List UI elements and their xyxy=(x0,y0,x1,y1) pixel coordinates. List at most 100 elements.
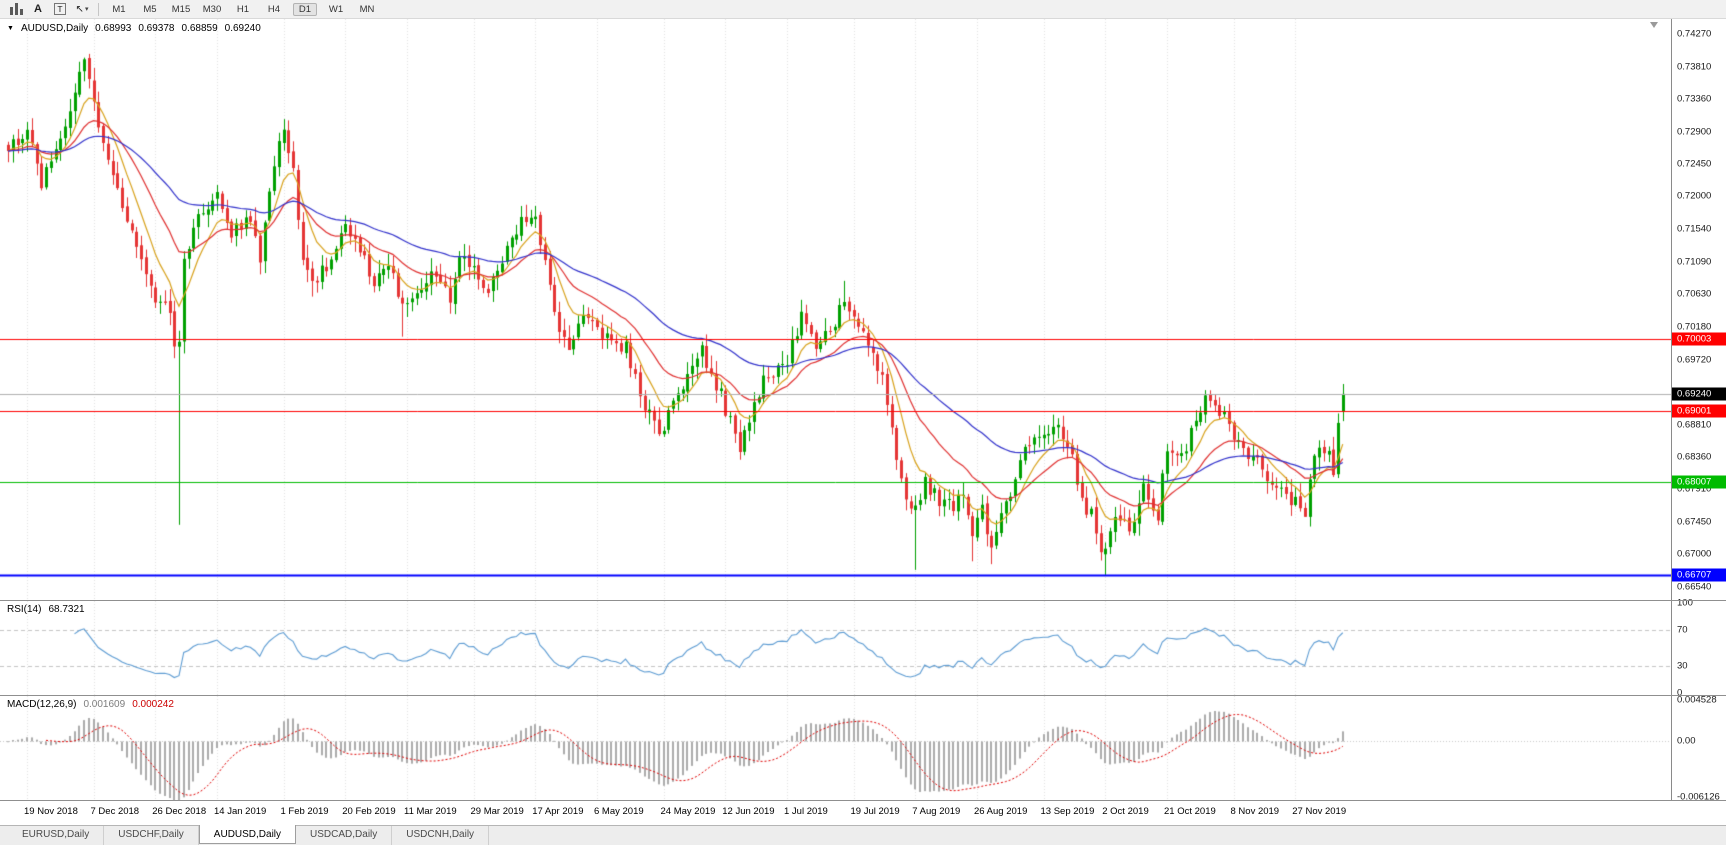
timeframe-button-M30[interactable]: M30 xyxy=(202,3,222,15)
price-axis-tick: 0.73360 xyxy=(1677,93,1712,105)
timeframe-button-M1[interactable]: M1 xyxy=(112,3,126,15)
timeframe-group: M1 M5 M15 M30 H1 H4 D1 W1 MN xyxy=(107,2,379,16)
timeframe-button-M5[interactable]: M5 xyxy=(143,3,157,15)
time-axis-label: 13 Sep 2019 xyxy=(1040,806,1095,817)
time-axis-label: 14 Jan 2019 xyxy=(214,806,267,817)
macd-axis-tick: 0.004528 xyxy=(1677,694,1717,706)
current-price-label: 0.69240 xyxy=(1672,387,1726,401)
toolbar: A T ↖ ▾ M1 M5 M15 M30 H1 H4 D1 W1 MN xyxy=(0,0,1726,19)
macd-axis-tick: -0.006126 xyxy=(1677,791,1720,803)
price-axis-tick: 0.67450 xyxy=(1677,516,1712,528)
letter-t-icon: T xyxy=(54,3,66,15)
timeframe-button-H1[interactable]: H1 xyxy=(236,3,250,15)
price-axis-tick: 0.72450 xyxy=(1677,158,1712,170)
main-chart-canvas[interactable] xyxy=(0,19,1671,600)
price-axis-tick: 0.72000 xyxy=(1677,190,1712,202)
panel-separator-rsi-macd[interactable] xyxy=(0,695,1726,696)
time-axis-label: 2 Oct 2019 xyxy=(1102,806,1149,817)
price-axis-tick: 0.69720 xyxy=(1677,354,1712,366)
rsi-panel: RSI(14) 68.7321 xyxy=(0,601,1726,695)
rsi-axis-tick: 100 xyxy=(1677,597,1693,609)
chart-shift-marker[interactable] xyxy=(1650,22,1658,28)
time-axis-label: 17 Apr 2019 xyxy=(532,806,584,817)
price-axis-tick: 0.70630 xyxy=(1677,288,1712,300)
rsi-name: RSI(14) xyxy=(7,604,42,615)
toolbar-separator xyxy=(98,2,99,16)
chart-tab-USDCNH[interactable]: USDCNH,Daily xyxy=(392,826,490,845)
chart-type-button[interactable] xyxy=(5,2,27,17)
rsi-axis-tick: 70 xyxy=(1677,624,1688,636)
time-axis-label: 1 Feb 2019 xyxy=(280,806,329,817)
panel-separator-macd-timeaxis xyxy=(0,800,1726,801)
timeframe-button-M15[interactable]: M15 xyxy=(171,3,191,15)
timeframe-button-MN[interactable]: MN xyxy=(359,3,375,15)
price-axis-tick: 0.74270 xyxy=(1677,28,1712,40)
time-axis-label: 26 Aug 2019 xyxy=(974,806,1028,817)
letter-a-icon: A xyxy=(34,3,42,15)
time-axis-label: 19 Nov 2018 xyxy=(24,806,78,817)
price-axis-tick: 0.71090 xyxy=(1677,256,1712,268)
price-axis-tick: 0.73810 xyxy=(1677,61,1712,73)
time-axis-label: 24 May 2019 xyxy=(660,806,716,817)
close-value: 0.69240 xyxy=(224,23,261,34)
macd-panel: MACD(12,26,9) 0.001609 0.000242 xyxy=(0,696,1726,800)
price-axis-tick: 0.70180 xyxy=(1677,321,1712,333)
time-axis-label: 1 Jul 2019 xyxy=(784,806,828,817)
timeframe-button-H4[interactable]: H4 xyxy=(267,3,281,15)
macd-label: MACD(12,26,9) 0.001609 0.000242 xyxy=(7,699,174,710)
time-axis-label: 20 Feb 2019 xyxy=(342,806,396,817)
macd-signal-value: 0.000242 xyxy=(132,699,174,710)
chevron-down-icon: ▾ xyxy=(84,6,89,13)
low-value: 0.68859 xyxy=(181,23,218,34)
time-axis[interactable]: 19 Nov 2018 7 Dec 2018 26 Dec 2018 14 Jan 2… xyxy=(0,801,1726,825)
high-value: 0.69378 xyxy=(138,23,175,34)
rsi-axis-tick: 0 xyxy=(1677,687,1683,699)
timeframe-button-D1[interactable]: D1 xyxy=(293,2,317,16)
hline-price-label: 0.66707 xyxy=(1672,568,1726,582)
panel-separator-main-rsi[interactable] xyxy=(0,600,1726,601)
symbol-period-label: AUDUSD,Daily xyxy=(20,23,89,34)
collapse-arrow-icon[interactable]: ▼ xyxy=(7,25,14,32)
price-axis[interactable]: 0.74270 0.73810 0.73360 0.72900 0.72450 0.720… xyxy=(1671,19,1726,803)
hline-price-label: 0.69001 xyxy=(1672,404,1726,418)
price-axis-tick: 0.67910 xyxy=(1677,483,1712,495)
hline-price-label: 0.68007 xyxy=(1672,475,1726,489)
time-axis-label: 8 Nov 2019 xyxy=(1230,806,1280,817)
tabs-bar: EURUSD,Daily USDCHF,Daily AUDUSD,Daily USDC… xyxy=(0,825,1726,845)
hline-price-label: 0.70003 xyxy=(1672,332,1726,346)
price-axis-tick: 0.66540 xyxy=(1677,581,1712,593)
price-axis-tick: 0.67000 xyxy=(1677,548,1712,560)
rsi-value: 68.7321 xyxy=(48,604,85,615)
candlestick-chart-icon xyxy=(9,3,23,15)
time-axis-label: 6 May 2019 xyxy=(594,806,644,817)
text-tool-button[interactable]: T xyxy=(49,2,71,17)
timeframe-button-W1[interactable]: W1 xyxy=(328,3,344,15)
rsi-axis-tick: 30 xyxy=(1677,660,1688,672)
time-axis-label: 11 Mar 2019 xyxy=(404,806,457,817)
rsi-canvas[interactable] xyxy=(0,601,1671,695)
macd-name: MACD(12,26,9) xyxy=(7,699,77,710)
chart-tab-USDCAD[interactable]: USDCAD,Daily xyxy=(296,826,393,845)
price-axis-tick: 0.68360 xyxy=(1677,451,1712,463)
time-axis-label: 29 Mar 2019 xyxy=(470,806,524,817)
annotation-tool-button[interactable]: A xyxy=(27,2,49,17)
cursor-tool-button[interactable]: ↖ ▾ xyxy=(71,2,93,17)
open-value: 0.68993 xyxy=(95,23,132,34)
chart-tab-EURUSD[interactable]: EURUSD,Daily xyxy=(8,826,105,845)
time-axis-label: 21 Oct 2019 xyxy=(1164,806,1216,817)
time-axis-label: 26 Dec 2018 xyxy=(152,806,207,817)
time-axis-label: 19 Jul 2019 xyxy=(850,806,900,817)
macd-main-value: 0.001609 xyxy=(83,699,126,710)
price-axis-tick: 0.68810 xyxy=(1677,419,1712,431)
main-chart-panel: ▼ AUDUSD,Daily 0.68993 0.69378 0.68859 0… xyxy=(0,19,1726,600)
chart-ohlc-readout: ▼ AUDUSD,Daily 0.68993 0.69378 0.68859 0… xyxy=(7,23,261,34)
price-axis-tick: 0.71540 xyxy=(1677,223,1712,235)
time-axis-label: 27 Nov 2019 xyxy=(1292,806,1347,817)
time-axis-label: 7 Aug 2019 xyxy=(912,806,961,817)
time-axis-label: 12 Jun 2019 xyxy=(722,806,775,817)
price-axis-tick: 0.72900 xyxy=(1677,126,1712,138)
cursor-icon: ↖ xyxy=(75,3,84,15)
chart-tab-USDCHF[interactable]: USDCHF,Daily xyxy=(104,826,199,845)
chart-tab-AUDUSD[interactable]: AUDUSD,Daily xyxy=(198,825,297,844)
macd-canvas[interactable] xyxy=(0,696,1671,800)
